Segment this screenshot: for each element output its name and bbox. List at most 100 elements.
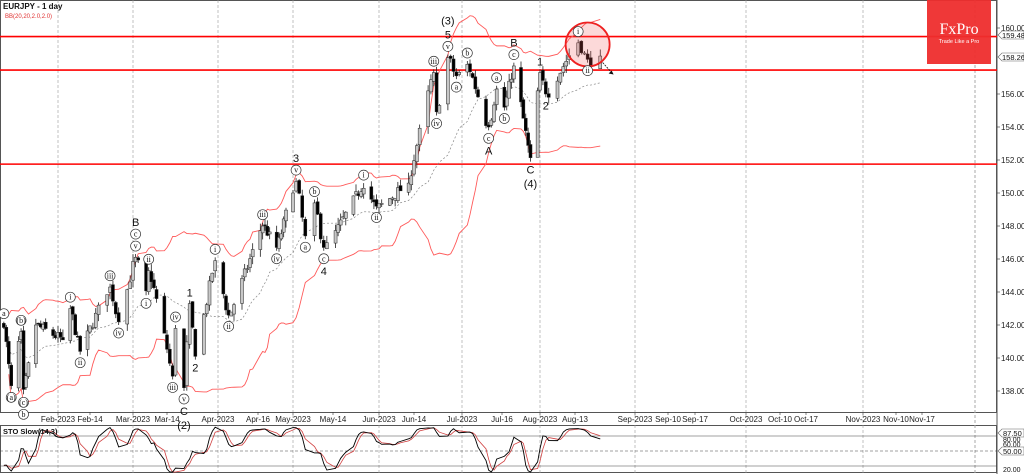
stochastic-signal-line <box>3 427 601 473</box>
bear-candle <box>149 271 154 282</box>
bull-candle <box>250 249 255 258</box>
wave-label: iv <box>433 119 439 128</box>
x-tick-label: Mar-2023 <box>116 415 151 424</box>
bear-candle <box>116 312 121 322</box>
bear-candle <box>521 99 526 119</box>
bull-candle <box>202 314 206 355</box>
wave-label: (3) <box>441 15 454 27</box>
wave-label: c <box>487 134 491 143</box>
bear-candle <box>193 329 198 357</box>
bear-candle <box>265 226 270 236</box>
y-tick-label: 160.000 <box>1001 24 1024 33</box>
wave-label-circle <box>74 357 86 369</box>
wave-label-circle <box>18 396 29 408</box>
wave-label: ii <box>146 255 151 264</box>
bear-candle <box>182 328 186 388</box>
wave-label-circle <box>64 291 76 303</box>
bull-candle <box>564 61 568 67</box>
bull-candle <box>131 261 135 281</box>
wave-label: ii <box>585 66 590 75</box>
wave-label: iii <box>259 210 266 219</box>
bull-candle <box>277 237 281 249</box>
wave-label-circle <box>140 297 152 309</box>
bull-candle <box>429 79 433 93</box>
bull-candle <box>185 341 189 386</box>
bear-candle <box>136 257 140 261</box>
wave-label-circle <box>451 81 462 93</box>
bull-candle <box>232 304 236 315</box>
bear-candle <box>58 332 63 338</box>
wave-label-circle <box>582 65 593 77</box>
bull-candle <box>457 72 461 75</box>
x-tick-label: Oct-17 <box>794 415 819 424</box>
wave-label: 4 <box>321 266 327 278</box>
wave-label-circle <box>271 253 283 265</box>
wave-label-circle <box>15 314 27 326</box>
bear-candle <box>476 89 480 98</box>
wave-label: v <box>182 395 186 404</box>
symbol-title: EURJPY - 1 day <box>3 2 63 11</box>
wave-label: (b) <box>16 316 26 325</box>
wave-label-circle <box>113 327 125 339</box>
wave-label: iii <box>430 57 437 66</box>
bear-candle <box>519 67 523 103</box>
bear-candle <box>434 72 439 113</box>
bull-candle <box>555 80 560 99</box>
bear-candle <box>579 40 584 53</box>
wave-label-circle <box>318 253 330 265</box>
wave-label-circle <box>358 169 370 181</box>
horizontal-levels[interactable] <box>0 35 997 165</box>
bear-candle <box>73 314 77 336</box>
y-tick-label: 156.000 <box>1001 90 1024 99</box>
bull-candle <box>16 341 21 389</box>
bull-candle <box>258 230 263 250</box>
x-tick-label: Feb-14 <box>77 415 103 424</box>
x-tick-label: Oct-2023 <box>730 415 763 424</box>
wave-label-circle <box>309 186 320 197</box>
bull-candle <box>561 66 566 73</box>
bear-candle <box>468 63 472 73</box>
bull-candle <box>26 362 31 377</box>
bear-candle <box>451 58 456 72</box>
wave-label: v <box>134 242 138 251</box>
wave-label: ii <box>226 322 231 331</box>
bear-candle <box>454 71 459 77</box>
x-tick-label: May-2023 <box>275 415 311 424</box>
bear-candle <box>162 296 167 334</box>
bull-candle <box>281 218 286 233</box>
bear-candle <box>221 262 226 295</box>
wave-label-circle <box>572 26 584 37</box>
bear-candle <box>544 81 548 95</box>
arrow-head-icon <box>608 70 614 75</box>
x-tick-label: Mar-14 <box>154 415 180 424</box>
wave-label-circle <box>257 209 269 221</box>
stochastic-axis: 87.50 80.00 60.00 50.00 20.00 <box>997 428 1024 474</box>
bear-candle <box>114 302 118 315</box>
bear-candle <box>470 73 475 78</box>
bear-candle <box>78 335 82 352</box>
bull-candle <box>173 328 178 376</box>
bear-candle <box>4 327 9 342</box>
bear-candle <box>473 76 478 90</box>
bull-candle <box>213 260 217 272</box>
bear-candle <box>547 93 551 98</box>
bear-candle <box>297 180 301 194</box>
bull-candle <box>279 233 284 240</box>
wave-label-circle <box>491 72 503 84</box>
bear-candle <box>43 321 48 329</box>
wave-label-circle <box>431 118 442 129</box>
stochastic-lines <box>0 426 997 473</box>
wave-label-circle <box>5 392 17 403</box>
bull-candle <box>426 90 430 127</box>
bear-candle <box>111 284 115 302</box>
stoch-label-60: 60.00 <box>1003 442 1021 449</box>
current-price-tag: 158.269 <box>997 52 1024 62</box>
bull-candle <box>24 375 28 388</box>
svg-text:158.269: 158.269 <box>1002 53 1024 62</box>
bear-candle <box>448 55 453 59</box>
bull-candle <box>338 219 343 226</box>
wave-label: b <box>22 410 26 419</box>
bear-candle <box>154 289 159 299</box>
bull-candle <box>494 88 499 105</box>
